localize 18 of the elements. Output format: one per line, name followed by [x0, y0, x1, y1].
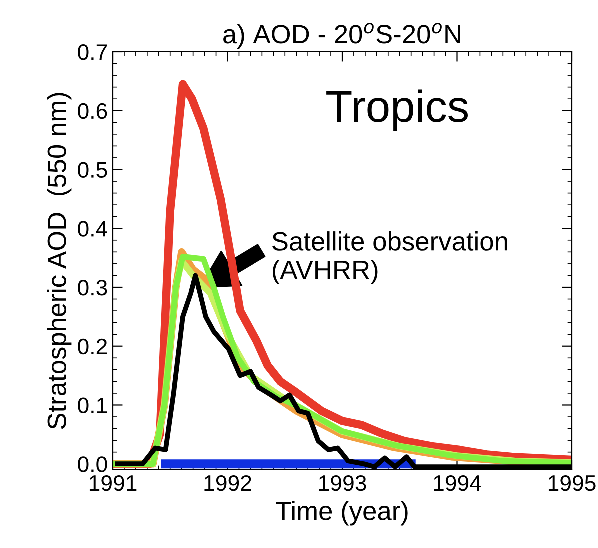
- y-axis-title: Stratospheric AOD (550 nm): [47, 93, 72, 430]
- x-tick-label: 1994: [434, 475, 482, 492]
- y-tick-label: 0.2: [78, 338, 108, 355]
- annotation: Tropics: [326, 90, 468, 132]
- x-tick-label: 1995: [548, 475, 596, 492]
- y-tick-label: 0.4: [78, 221, 108, 237]
- chart-title: a) AOD - 20$^{o}$S-20$^{o}$N: [224, 23, 460, 49]
- y-tick-label: 0.6: [78, 103, 108, 120]
- annotation: Satellite observation (AVHRR): [272, 232, 508, 285]
- y-tick-label: 0.3: [78, 280, 108, 296]
- y-tick-label: 0.7: [78, 44, 108, 60]
- x-tick-label: 1992: [204, 475, 252, 492]
- x-tick-label: 1993: [319, 475, 366, 492]
- y-tick-label: 0.1: [78, 398, 108, 414]
- x-tick-label: 1991: [90, 475, 137, 492]
- y-tick-label: 0.5: [78, 162, 108, 178]
- x-axis-title: Time (year): [276, 501, 408, 526]
- y-tick-label: 0.0: [78, 456, 108, 472]
